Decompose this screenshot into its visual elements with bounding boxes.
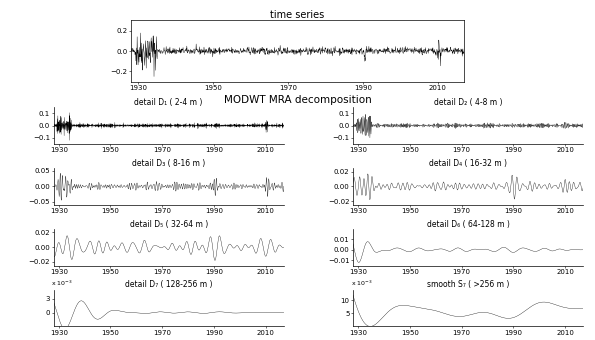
Title: detail D₆ ( 64-128 m ): detail D₆ ( 64-128 m ) <box>427 220 509 228</box>
Title: smooth S₇ ( >256 m ): smooth S₇ ( >256 m ) <box>427 280 509 289</box>
Title: detail D₄ ( 16-32 m ): detail D₄ ( 16-32 m ) <box>429 159 507 168</box>
Title: detail D₇ ( 128-256 m ): detail D₇ ( 128-256 m ) <box>125 280 212 289</box>
Title: detail D₃ ( 8-16 m ): detail D₃ ( 8-16 m ) <box>132 159 205 168</box>
Title: detail D₂ ( 4-8 m ): detail D₂ ( 4-8 m ) <box>434 98 502 107</box>
Title: detail D₅ ( 32-64 m ): detail D₅ ( 32-64 m ) <box>130 220 208 228</box>
Title: detail D₁ ( 2-4 m ): detail D₁ ( 2-4 m ) <box>134 98 203 107</box>
Text: x 10$^{-3}$: x 10$^{-3}$ <box>350 278 372 288</box>
Title: time series: time series <box>270 11 325 20</box>
Text: MODWT MRA decomposition: MODWT MRA decomposition <box>224 95 371 105</box>
Text: x 10$^{-3}$: x 10$^{-3}$ <box>51 278 73 288</box>
